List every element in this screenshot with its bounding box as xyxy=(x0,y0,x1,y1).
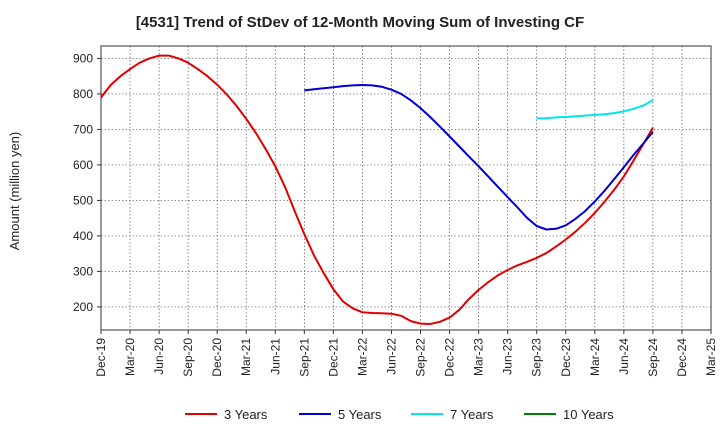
y-axis-label: Amount (million yen) xyxy=(7,132,22,251)
series-layer xyxy=(100,54,654,325)
y-tick-label: 700 xyxy=(73,122,93,136)
legend-label-2: 7 Years xyxy=(450,407,494,422)
grid-layer xyxy=(101,46,711,330)
x-tick-label: Sep-23 xyxy=(530,338,544,377)
x-tick-label: Jun-23 xyxy=(501,338,515,375)
x-tick-label: Mar-21 xyxy=(239,338,253,376)
legend-label-1: 5 Years xyxy=(338,407,382,422)
x-tick-label: Jun-20 xyxy=(152,338,166,375)
y-tick-label: 800 xyxy=(73,87,93,101)
plot-frame xyxy=(100,45,712,331)
x-tick-label: Sep-24 xyxy=(646,338,660,377)
x-tick-label: Jun-24 xyxy=(617,338,631,375)
x-tick-label: Mar-24 xyxy=(588,338,602,376)
x-tick-label: Dec-19 xyxy=(94,338,108,377)
x-tick-label: Sep-20 xyxy=(181,338,195,377)
y-axis: 200 300 400 500 600 700 800 900 xyxy=(73,51,101,314)
x-tick-label: Mar-20 xyxy=(123,338,137,376)
x-tick-label: Sep-22 xyxy=(414,338,428,377)
x-tick-label: Dec-21 xyxy=(326,338,340,377)
y-tick-label: 600 xyxy=(73,158,93,172)
x-tick-label: Sep-21 xyxy=(297,338,311,377)
series-line-2 xyxy=(536,99,654,120)
x-tick-label: Dec-22 xyxy=(443,338,457,377)
x-tick-label: Mar-25 xyxy=(704,338,718,376)
y-tick-label: 300 xyxy=(73,264,93,278)
x-axis: Dec-19 Mar-20 Jun-20 Sep-20 Dec-20 Mar-21 Jun-… xyxy=(94,330,718,377)
legend: 3 Years 5 Years 7 Years 10 Years xyxy=(185,407,614,422)
series-line-0 xyxy=(100,54,654,325)
y-tick-label: 900 xyxy=(73,51,93,65)
x-tick-label: Dec-24 xyxy=(675,338,689,377)
x-tick-label: Jun-22 xyxy=(384,338,398,375)
x-tick-label: Jun-21 xyxy=(268,338,282,375)
series-line-1 xyxy=(304,84,654,231)
x-tick-label: Mar-22 xyxy=(355,338,369,376)
legend-label-3: 10 Years xyxy=(563,407,614,422)
x-tick-label: Dec-23 xyxy=(559,338,573,377)
legend-label-0: 3 Years xyxy=(224,407,268,422)
x-tick-label: Mar-23 xyxy=(472,338,486,376)
y-tick-label: 400 xyxy=(73,229,93,243)
y-tick-label: 500 xyxy=(73,193,93,207)
chart-title: [4531] Trend of StDev of 12-Month Moving… xyxy=(135,14,585,31)
x-tick-label: Dec-20 xyxy=(210,338,224,377)
y-tick-label: 200 xyxy=(73,300,93,314)
